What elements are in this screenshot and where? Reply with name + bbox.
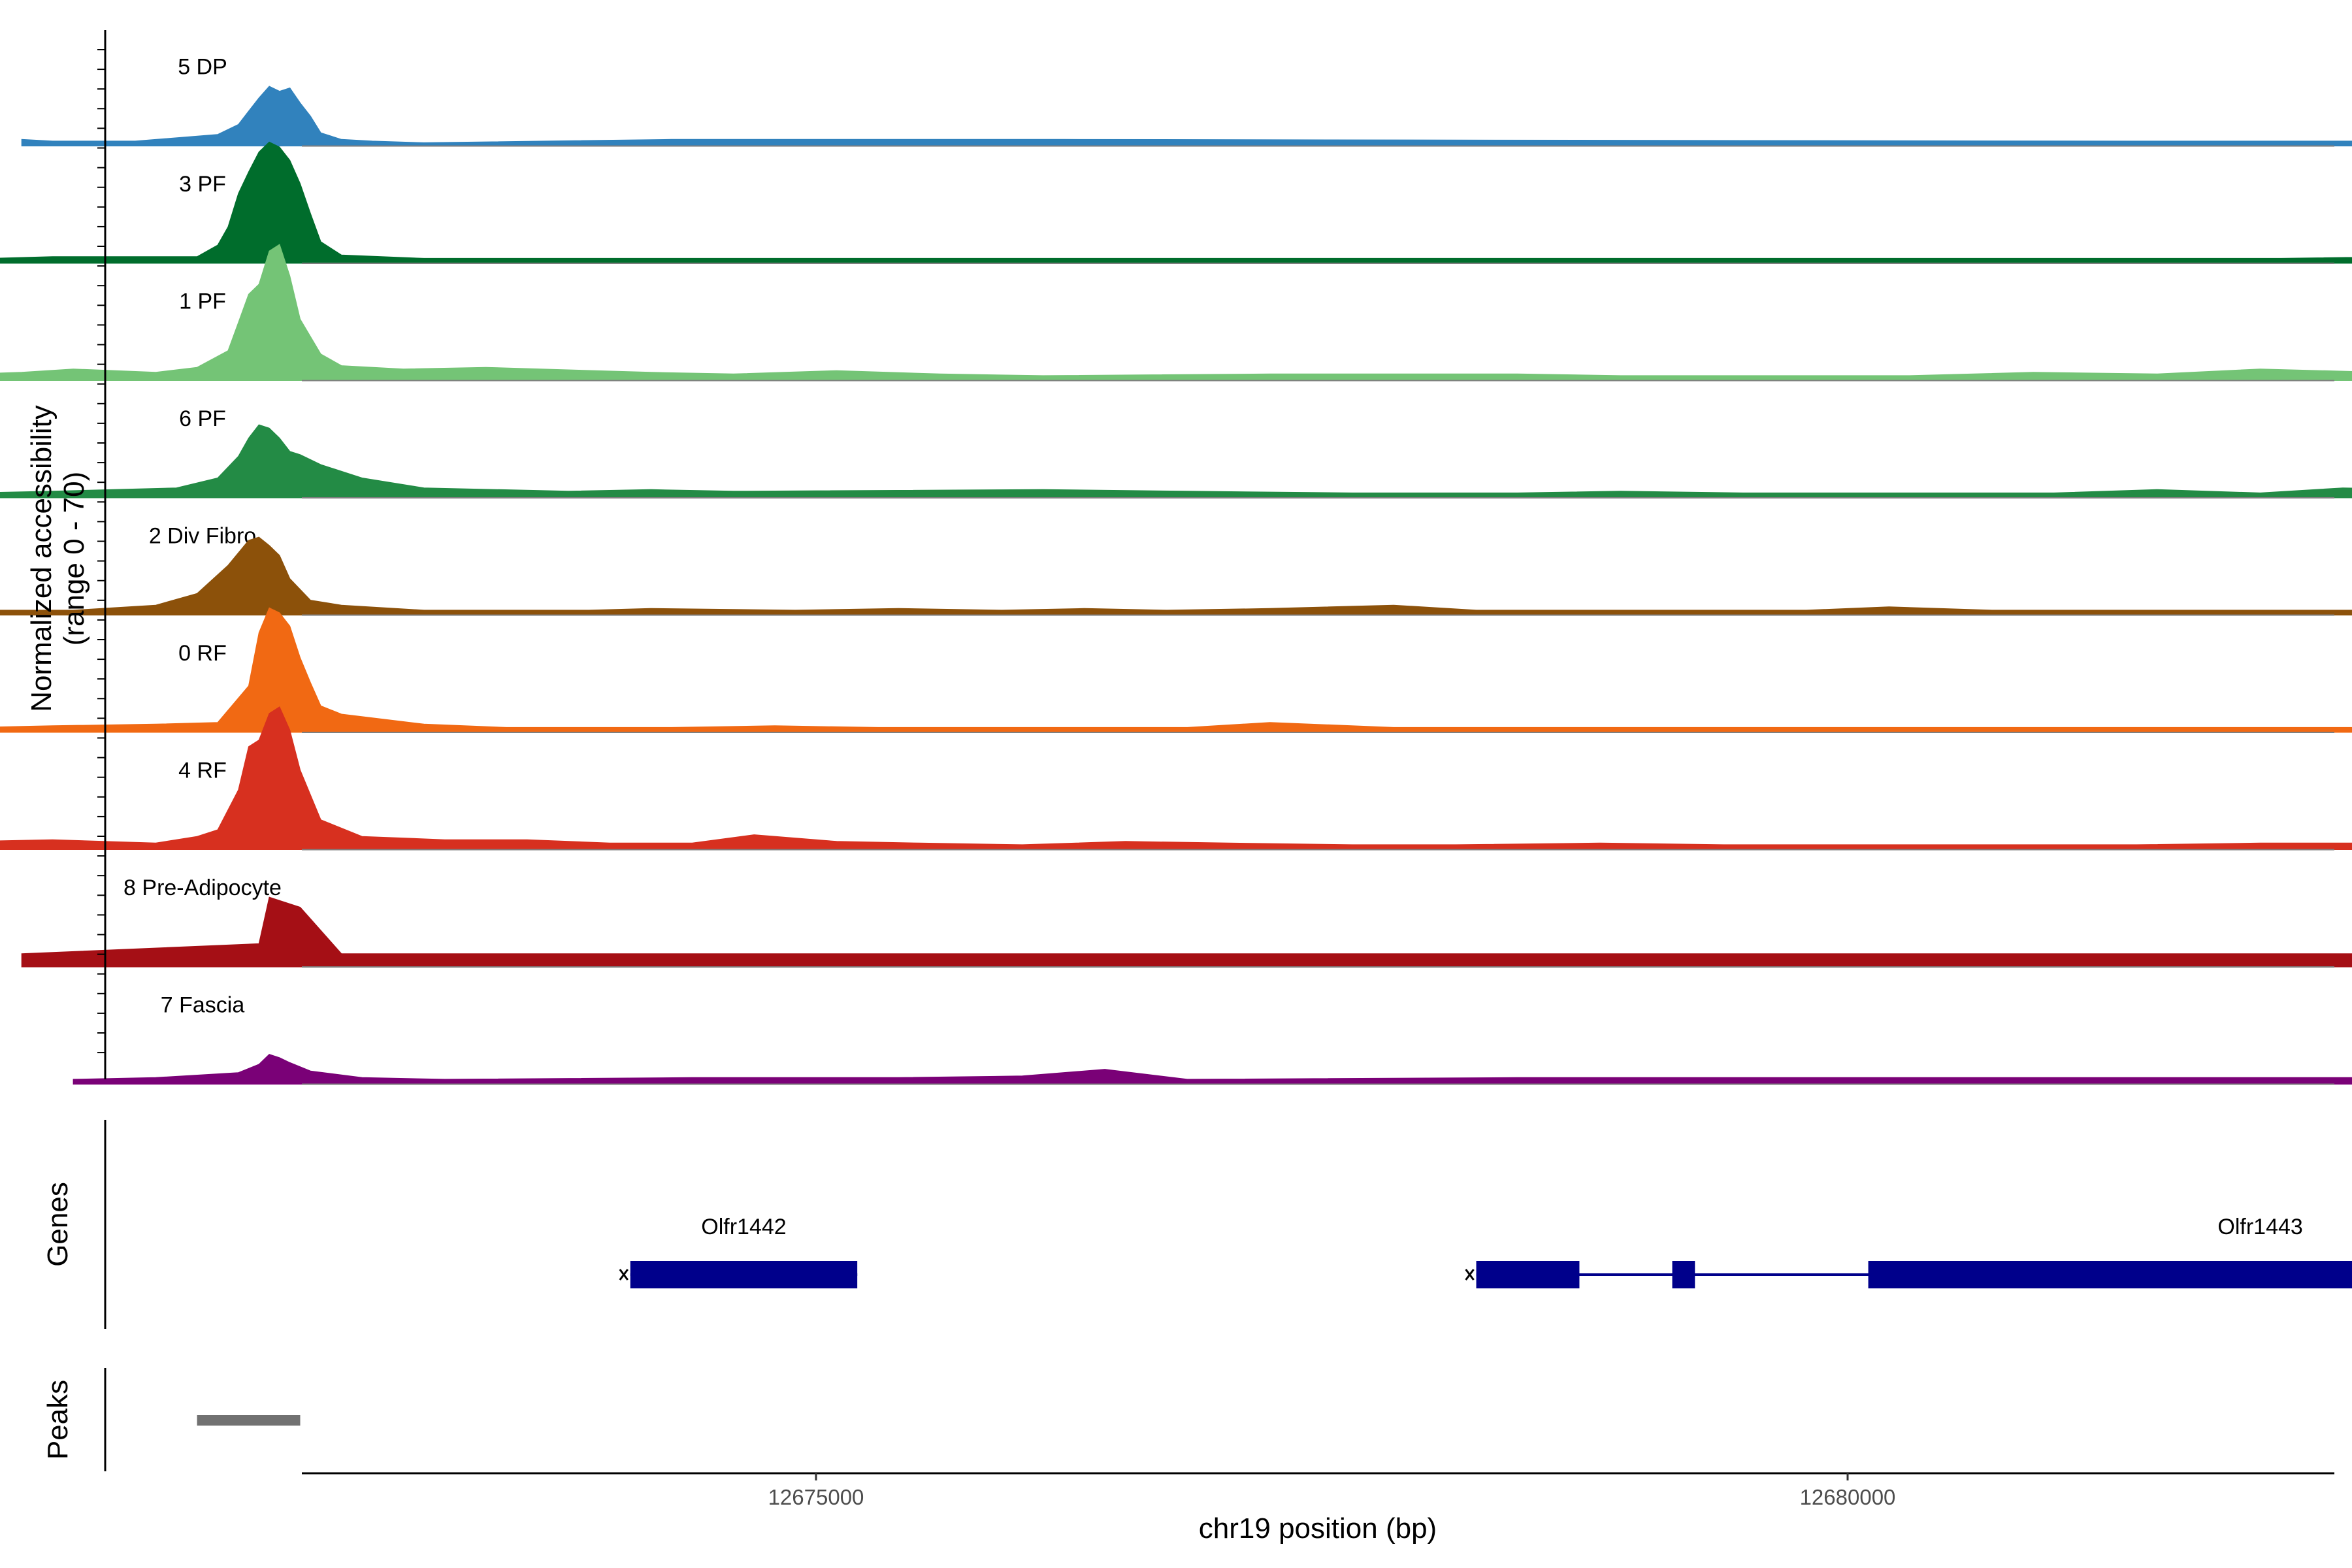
track-5-dp: 5 DP: [21, 55, 2352, 147]
x-axis-title: chr19 position (bp): [1199, 1512, 1437, 1544]
coverage-tracks: 5 DP 3 PF 1 PF 6 PF 2 Div Fibro 0 RF 4 RF 8 Pre…: [0, 55, 2352, 1085]
y-axis-title-line2: (range 0 - 70): [58, 472, 90, 646]
strand-marker: [619, 1269, 629, 1281]
coverage-area: [0, 141, 2352, 264]
track-0-rf: 0 RF: [0, 607, 2352, 733]
track-1-pf: 1 PF: [0, 244, 2352, 382]
peak-regions: [197, 1415, 301, 1426]
coverage-area: [0, 244, 2352, 381]
track-2-div-fibro: 2 Div Fibro: [0, 524, 2352, 616]
coverage-y-axis: [97, 30, 106, 1079]
track-label: 3 PF: [179, 172, 226, 197]
coverage-area: [0, 424, 2352, 498]
peaks-panel-title: Peaks: [42, 1380, 74, 1460]
track-label: 7 Fascia: [161, 993, 245, 1018]
gene-label: Olfr1443: [2217, 1215, 2302, 1239]
track-4-rf: 4 RF: [0, 706, 2352, 851]
gene-exon: [1868, 1261, 2352, 1288]
gene-exon: [630, 1261, 858, 1288]
track-7-fascia: 7 Fascia: [73, 993, 2352, 1085]
coverage-area: [0, 706, 2352, 850]
track-label: 5 DP: [178, 55, 227, 80]
track-3-pf: 3 PF: [0, 141, 2352, 264]
gene-exon: [1476, 1261, 1580, 1288]
track-label: 4 RF: [178, 759, 227, 783]
gene-olfr1442: Olfr1442: [619, 1215, 858, 1288]
x-tick-label: 12675000: [768, 1485, 864, 1509]
peaks-panel: Peaks: [42, 1368, 301, 1471]
track-label: 2 Div Fibro: [149, 524, 256, 549]
strand-marker: [1465, 1269, 1475, 1281]
x-axis-ticks: 126750001268000012685000: [768, 1473, 1896, 1509]
track-6-pf: 6 PF: [0, 406, 2352, 498]
genes-panel: Genes Olfr1442 Olfr1443: [42, 1120, 2352, 1329]
coverage-area: [21, 896, 2352, 968]
coverage-area: [0, 536, 2352, 615]
peak-region: [197, 1415, 301, 1426]
track-label: 8 Pre-Adipocyte: [123, 875, 282, 900]
x-axis: 126750001268000012685000 chr19 position …: [302, 1472, 2334, 1544]
track-label: 0 RF: [178, 641, 227, 666]
gene-models: Olfr1442 Olfr1443: [619, 1215, 2352, 1288]
coverage-area: [73, 1054, 2352, 1085]
x-tick-label: 12680000: [1800, 1485, 1896, 1509]
gene-label: Olfr1442: [701, 1215, 786, 1239]
genes-panel-title: Genes: [42, 1182, 74, 1267]
track-8-pre-adipocyte: 8 Pre-Adipocyte: [21, 875, 2352, 968]
gene-olfr1443: Olfr1443: [1465, 1215, 2352, 1288]
track-label: 6 PF: [179, 406, 226, 431]
coverage-area: [0, 607, 2352, 733]
track-label: 1 PF: [179, 289, 226, 314]
y-axis-title-line1: Normalized accessibility: [25, 405, 57, 711]
gene-exon: [1672, 1261, 1695, 1288]
coverage-area: [21, 86, 2352, 146]
